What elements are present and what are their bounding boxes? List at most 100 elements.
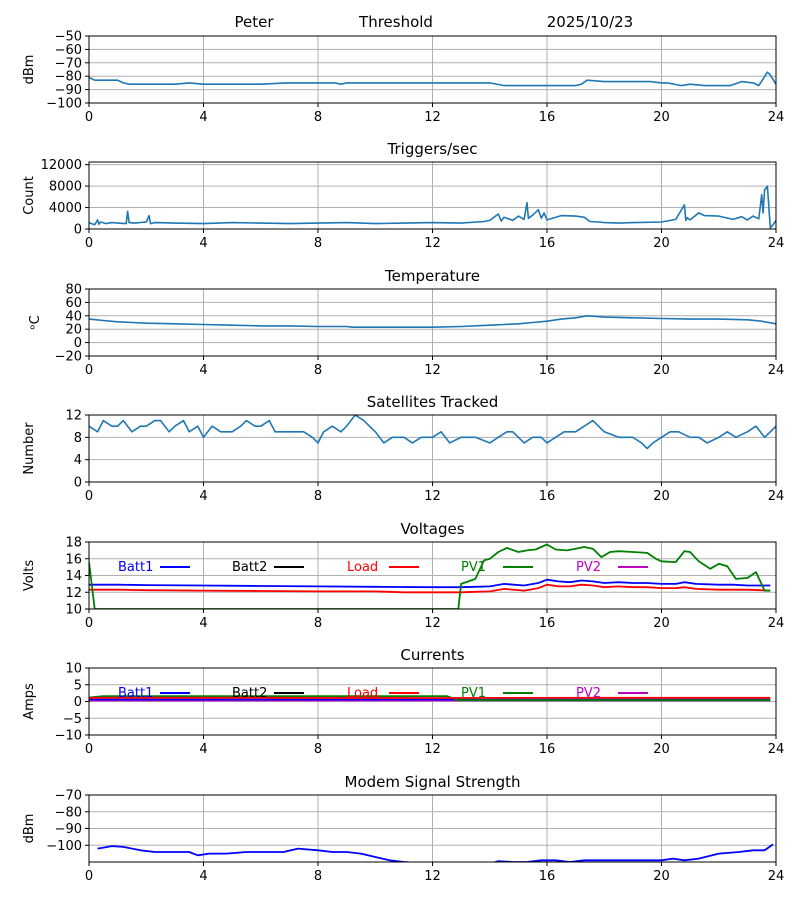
station-name: Peter: [234, 13, 274, 31]
x-tick-label: 8: [314, 616, 322, 631]
chart-title: Currents: [400, 646, 464, 664]
y-tick-label: 0: [74, 695, 82, 710]
y-tick-label: 16: [65, 552, 82, 567]
x-tick-label: 12: [424, 742, 441, 757]
chart-title: Voltages: [400, 520, 464, 538]
y-tick-label: 18: [65, 536, 82, 551]
y-tick-label: 14: [65, 569, 82, 584]
y-tick-label: 4: [74, 453, 82, 468]
x-tick-label: 16: [539, 236, 556, 251]
y-axis-label: ᵒC: [28, 315, 43, 329]
x-tick-label: 24: [768, 742, 785, 757]
x-tick-label: 24: [768, 489, 785, 504]
y-tick-label: −80: [55, 805, 82, 820]
series-line-pv1: [89, 695, 771, 702]
x-tick-label: 8: [314, 489, 322, 504]
y-tick-label: 10: [65, 662, 82, 677]
x-tick-label: 4: [199, 616, 207, 631]
legend-label-pv2: PV2: [576, 686, 601, 701]
y-tick-label: −60: [55, 43, 82, 58]
x-tick-label: 0: [85, 236, 93, 251]
x-tick-label: 0: [85, 110, 93, 125]
x-tick-label: 0: [85, 363, 93, 378]
y-tick-label: 0: [74, 223, 82, 238]
y-tick-label: 60: [65, 296, 82, 311]
y-tick-label: −50: [55, 30, 82, 45]
y-tick-label: −100: [46, 839, 82, 854]
x-tick-label: 4: [199, 489, 207, 504]
x-tick-label: 16: [539, 110, 556, 125]
y-tick-label: −20: [55, 350, 82, 365]
series-line-pv1: [89, 543, 771, 609]
y-tick-label: 40: [65, 309, 82, 324]
x-tick-label: 16: [539, 363, 556, 378]
x-tick-label: 16: [539, 489, 556, 504]
x-tick-label: 20: [653, 616, 670, 631]
x-tick-label: 20: [653, 363, 670, 378]
x-tick-label: 0: [85, 742, 93, 757]
series-line-modem: [97, 843, 774, 862]
y-tick-label: 20: [65, 323, 82, 338]
x-tick-label: 0: [85, 869, 93, 884]
x-tick-label: 12: [424, 363, 441, 378]
chart-title: Satellites Tracked: [367, 393, 498, 411]
x-tick-label: 8: [314, 869, 322, 884]
x-tick-label: 12: [424, 110, 441, 125]
series-line-batt1: [89, 578, 771, 589]
x-tick-label: 16: [539, 742, 556, 757]
legend-label-batt2: Batt2: [232, 560, 267, 575]
y-tick-label: −90: [55, 822, 82, 837]
x-tick-label: 4: [199, 869, 207, 884]
x-tick-label: 20: [653, 110, 670, 125]
chart-title: Temperature: [384, 267, 480, 285]
chart-modem: 0 4 8 12 16 20 24 −100 −90 −80−70 Modem Signal Str…: [22, 773, 784, 884]
y-tick-label: 0: [74, 476, 82, 491]
y-tick-label: 10: [65, 603, 82, 618]
x-tick-label: 4: [199, 742, 207, 757]
x-tick-label: 8: [314, 363, 322, 378]
y-tick-label: −100: [46, 97, 82, 112]
legend-label-batt1: Batt1: [118, 686, 153, 701]
x-tick-label: 24: [768, 236, 785, 251]
y-axis-label: Volts: [22, 560, 37, 592]
mode-label: Threshold: [358, 13, 433, 31]
y-tick-label: 4000: [49, 201, 82, 216]
x-tick-label: 24: [768, 869, 785, 884]
series-line-threshold: [89, 71, 776, 87]
x-tick-label: 20: [653, 869, 670, 884]
y-tick-label: 8000: [49, 180, 82, 195]
x-tick-label: 8: [314, 236, 322, 251]
series-line-triggers: [89, 185, 776, 229]
y-axis-label: Number: [22, 422, 37, 475]
x-tick-label: 20: [653, 742, 670, 757]
legend-label-batt1: Batt1: [118, 560, 153, 575]
y-tick-label: 5: [74, 678, 82, 693]
legend-label-batt2: Batt2: [232, 686, 267, 701]
legend-label-load: Load: [347, 686, 378, 701]
y-tick-label: 80: [65, 283, 82, 298]
series-line-temperature: [89, 314, 776, 329]
legend-label-load: Load: [347, 560, 378, 575]
y-tick-label: 12: [65, 409, 82, 424]
y-tick-label: −90: [55, 83, 82, 98]
x-tick-label: 0: [85, 616, 93, 631]
x-tick-label: 16: [539, 616, 556, 631]
y-tick-label: −80: [55, 70, 82, 85]
x-tick-label: 20: [653, 489, 670, 504]
y-axis-label: Amps: [22, 683, 37, 720]
legend-label-pv1: PV1: [461, 686, 486, 701]
x-tick-label: 24: [768, 363, 785, 378]
y-tick-label: −70: [55, 789, 82, 804]
chart-title: Triggers/sec: [387, 140, 478, 158]
x-tick-label: 12: [424, 616, 441, 631]
y-axis-label: dBm: [22, 55, 37, 85]
x-tick-label: 4: [199, 110, 207, 125]
series-line-load: [89, 583, 771, 594]
date-label: 2025/10/23: [547, 13, 633, 31]
x-tick-label: 0: [85, 489, 93, 504]
x-tick-label: 24: [768, 616, 785, 631]
x-tick-label: 8: [314, 110, 322, 125]
